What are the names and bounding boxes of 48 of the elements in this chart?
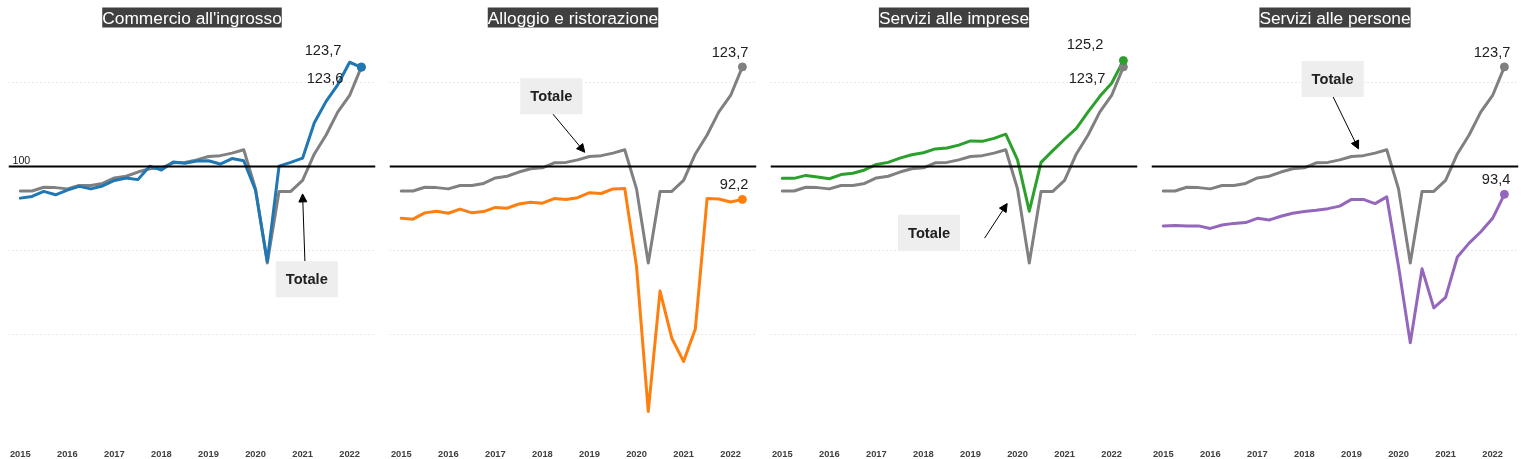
- x-tick-label: 2019: [198, 448, 219, 459]
- x-tick-label: 2017: [865, 448, 887, 459]
- annotation: Totale: [908, 224, 951, 241]
- x-tick-label: 2020: [245, 448, 266, 459]
- x-tick-label: 2022: [720, 448, 742, 459]
- x-tick-label: 2019: [1341, 448, 1362, 459]
- data-label: 123,7: [1473, 43, 1511, 60]
- x-tick-label: 2019: [960, 448, 981, 459]
- chart-title: Servizi alle persone: [1259, 7, 1411, 28]
- x-tick-label: 2015: [1152, 448, 1174, 459]
- data-label: 125,2: [1066, 35, 1104, 52]
- x-tick-label: 2018: [151, 448, 172, 459]
- data-label: 92,2: [719, 176, 749, 193]
- x-tick-label: 2016: [818, 448, 840, 459]
- x-tick-label: 2020: [1007, 448, 1028, 459]
- x-tick-label: 2021: [292, 448, 313, 459]
- x-tick-label: 2016: [1199, 448, 1221, 459]
- data-label: 123,7: [1068, 69, 1106, 86]
- x-tick-label: 2015: [390, 448, 412, 459]
- x-tick-label: 2018: [532, 448, 553, 459]
- x-tick-label: 2017: [1246, 448, 1268, 459]
- x-tick-label: 2022: [1101, 448, 1123, 459]
- chart-title: Commercio all'ingrosso: [102, 7, 282, 28]
- x-tick-label: 2015: [9, 448, 31, 459]
- ref-line-label: 100: [12, 153, 31, 166]
- x-tick-label: 2019: [579, 448, 600, 459]
- x-tick-label: 2022: [339, 448, 361, 459]
- annotation: Totale: [1311, 71, 1354, 88]
- x-tick-label: 2022: [1482, 448, 1504, 459]
- data-label: 123,7: [304, 41, 342, 58]
- text: Totale: [285, 271, 328, 288]
- x-tick-label: 2018: [1294, 448, 1315, 459]
- x-tick-label: 2021: [673, 448, 694, 459]
- x-tick-label: 2017: [103, 448, 125, 459]
- x-tick-label: 2016: [437, 448, 459, 459]
- chart-title: Alloggio e ristorazione: [487, 7, 659, 28]
- data-label: 123,7: [711, 43, 749, 60]
- chart-title: Servizi alle imprese: [878, 7, 1030, 28]
- x-tick-label: 2018: [913, 448, 934, 459]
- x-tick-label: 2017: [484, 448, 506, 459]
- x-tick-label: 2020: [1388, 448, 1409, 459]
- annotation: Totale: [530, 88, 573, 105]
- x-tick-label: 2021: [1054, 448, 1075, 459]
- x-tick-label: 2016: [56, 448, 78, 459]
- x-tick-label: 2020: [626, 448, 647, 459]
- x-tick-label: 2015: [771, 448, 793, 459]
- x-tick-label: 2021: [1435, 448, 1456, 459]
- data-label: 93,4: [1481, 171, 1511, 188]
